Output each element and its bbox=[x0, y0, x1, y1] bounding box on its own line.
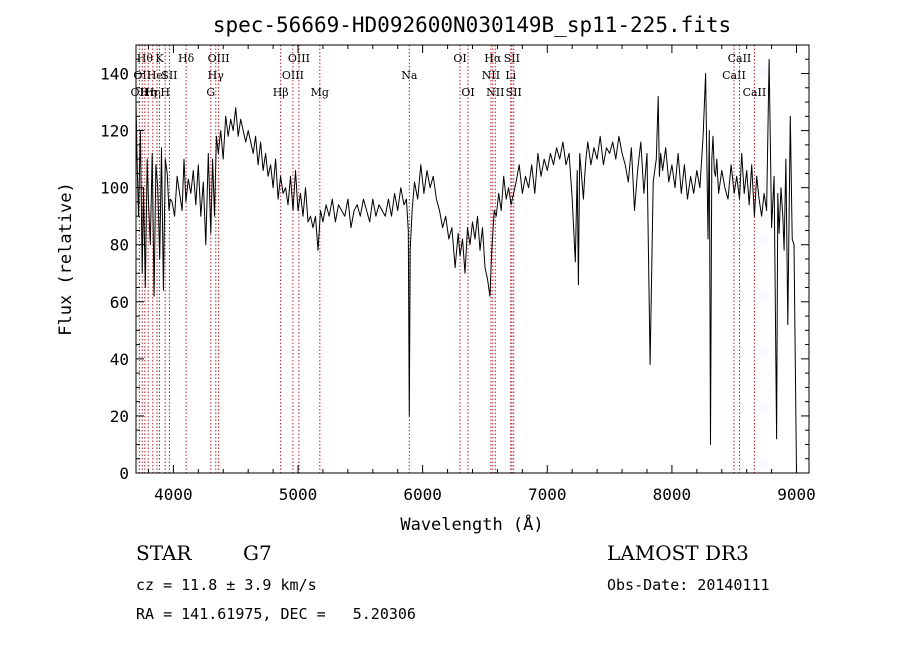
line-marker-label-22: NII bbox=[486, 86, 504, 99]
line-marker-label-15: OIII bbox=[288, 52, 310, 65]
y-tick-label-7: 140 bbox=[100, 65, 129, 84]
y-axis-label: Flux (relative) bbox=[56, 182, 76, 336]
spectrum-series bbox=[135, 58, 797, 474]
line-marker-label-6: K bbox=[155, 52, 164, 65]
y-tick-label-4: 80 bbox=[110, 236, 129, 255]
y-tick-label-6: 120 bbox=[100, 122, 129, 141]
line-marker-label-17: Na bbox=[401, 69, 418, 82]
line-marker-label-23: Li bbox=[505, 69, 516, 82]
line-marker-label-16: Mg bbox=[311, 86, 329, 99]
axis-ticks: 4000 5000 6000 7000 8000 9000 0 20 40 60 80 100 120 1… bbox=[100, 45, 816, 504]
coordinates: RA = 141.61975, DEC = 5.20306 bbox=[136, 605, 416, 623]
line-marker-label-18: OI bbox=[453, 52, 466, 65]
line-marker-label-21: Hα bbox=[484, 52, 502, 65]
line-marker-label-8: SII bbox=[161, 69, 177, 82]
line-marker-label-28: CaII bbox=[743, 86, 767, 99]
line-marker-label-11: Hγ bbox=[208, 69, 225, 82]
line-marker-label-14: OIII bbox=[282, 69, 304, 82]
line-marker-label-2: Hθ bbox=[137, 52, 154, 65]
obs-date: Obs-Date: 20140111 bbox=[607, 576, 770, 594]
line-marker-label-1: OII bbox=[133, 69, 151, 82]
y-tick-label-3: 60 bbox=[110, 293, 129, 312]
x-tick-label-2: 6000 bbox=[403, 485, 442, 504]
spectrum-line-0 bbox=[135, 58, 797, 474]
line-marker-label-10: G bbox=[206, 86, 215, 99]
chart-title: spec-56669-HD092600N030149B_sp11-225.fit… bbox=[213, 13, 731, 37]
object-subclass: G7 bbox=[243, 541, 272, 565]
line-marker-label-25: SII bbox=[506, 86, 522, 99]
line-markers: OIIOIIHθHηHηHeIKHSIIHδGHγOIIIHβOIIIOIIIM… bbox=[131, 45, 767, 473]
redshift-info: cz = 11.8 ± 3.9 km/s bbox=[136, 576, 317, 594]
line-marker-label-9: Hδ bbox=[178, 52, 195, 65]
x-axis-label: Wavelength (Å) bbox=[400, 513, 543, 535]
y-tick-label-0: 0 bbox=[119, 464, 129, 483]
line-marker-label-3: Hη bbox=[140, 86, 156, 99]
survey-name: LAMOST DR3 bbox=[607, 541, 749, 565]
line-marker-label-13: Hβ bbox=[273, 86, 289, 99]
object-class: STAR bbox=[136, 541, 192, 565]
y-tick-label-1: 20 bbox=[110, 407, 129, 426]
x-tick-label-5: 9000 bbox=[777, 485, 816, 504]
line-marker-label-19: OI bbox=[461, 86, 474, 99]
line-marker-label-20: NII bbox=[482, 69, 500, 82]
line-marker-label-24: SII bbox=[504, 52, 520, 65]
x-tick-label-3: 7000 bbox=[528, 485, 567, 504]
x-tick-label-0: 4000 bbox=[154, 485, 193, 504]
x-tick-label-1: 5000 bbox=[279, 485, 318, 504]
line-marker-label-5: HeI bbox=[147, 69, 167, 82]
line-marker-label-0: OII bbox=[131, 86, 149, 99]
line-marker-label-7: H bbox=[160, 86, 170, 99]
x-tick-label-4: 8000 bbox=[653, 485, 692, 504]
line-marker-label-12: OIII bbox=[208, 52, 230, 65]
line-marker-label-27: CaII bbox=[728, 52, 752, 65]
y-tick-label-2: 40 bbox=[110, 350, 129, 369]
line-marker-label-26: CaII bbox=[722, 69, 746, 82]
y-tick-label-5: 100 bbox=[100, 179, 129, 198]
plot-frame bbox=[135, 44, 810, 474]
line-marker-label-4: Hη bbox=[145, 86, 161, 99]
